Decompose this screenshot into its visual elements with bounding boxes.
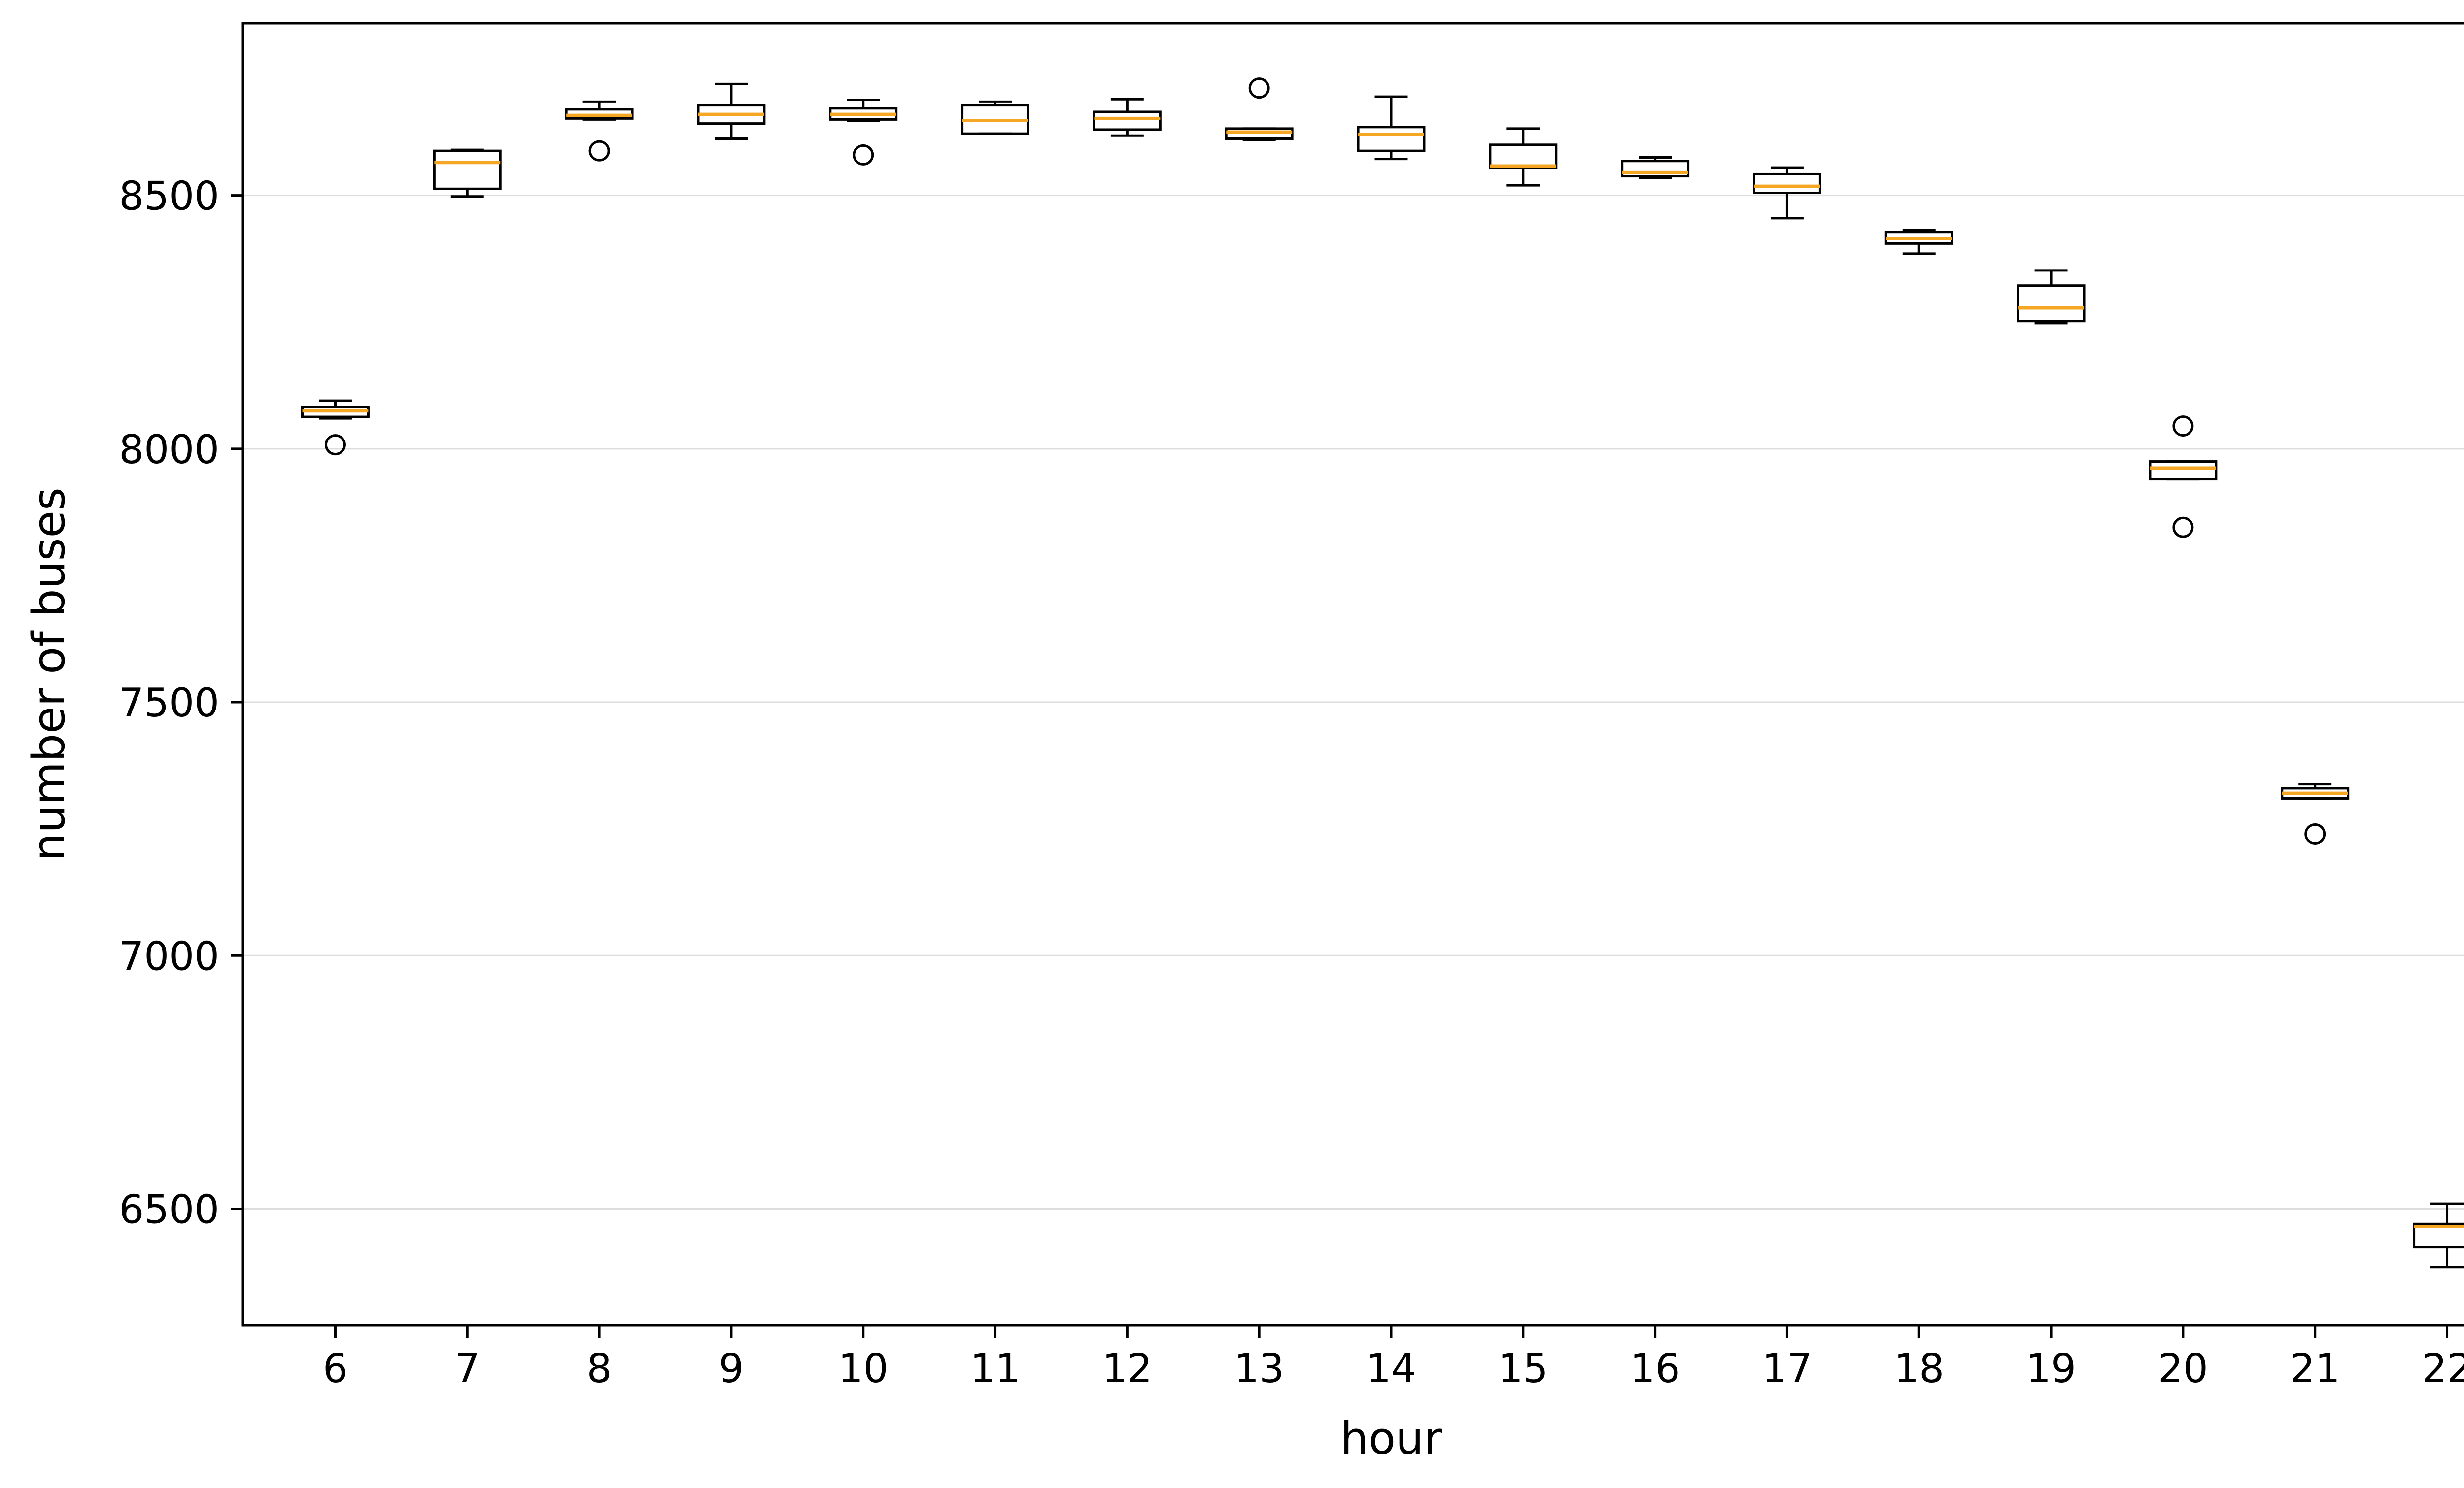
x-tick-label-15: 15 — [1498, 1346, 1548, 1391]
y-tick-label-8500: 8500 — [119, 173, 219, 219]
box-hour-17 — [1752, 166, 1821, 220]
y-tick-label-8000: 8000 — [119, 427, 219, 473]
outlier-point-0 — [2304, 823, 2326, 845]
iqr-box — [433, 149, 502, 190]
box-hour-14 — [1357, 95, 1426, 161]
outlier-point-0 — [2172, 415, 2194, 437]
x-tick-label-12: 12 — [1102, 1346, 1152, 1391]
iqr-box — [2413, 1222, 2464, 1249]
x-axis-ticks: 6 7 8 9 10 11 12 13 14 15 16 17 18 19 20 21 22 — [323, 1325, 2464, 1391]
box-hour-8 — [565, 100, 634, 162]
x-tick-label-10: 10 — [838, 1346, 889, 1391]
x-tick-label-11: 11 — [970, 1346, 1021, 1391]
outlier-point-1 — [2172, 516, 2194, 538]
x-tick-label-16: 16 — [1630, 1346, 1680, 1391]
box-hour-11 — [961, 100, 1030, 135]
box-hour-6 — [301, 399, 370, 456]
x-tick-label-18: 18 — [1894, 1346, 1944, 1391]
box-hour-15 — [1489, 127, 1558, 187]
iqr-box — [2017, 284, 2086, 323]
box-hour-16 — [1621, 156, 1690, 179]
y-axis-label: number of buses — [23, 487, 75, 861]
box-hour-18 — [1884, 229, 1953, 255]
box-hour-13 — [1225, 77, 1294, 141]
box-hour-12 — [1093, 98, 1162, 137]
box-hour-7 — [433, 148, 502, 198]
y-axis-ticks: 6500 7000 7500 8000 8500 — [119, 173, 243, 1232]
x-tick-label-17: 17 — [1762, 1346, 1813, 1391]
box-hour-19 — [2017, 269, 2086, 325]
box-hour-21 — [2281, 783, 2350, 845]
y-tick-label-7500: 7500 — [119, 680, 219, 726]
box-hour-9 — [697, 82, 766, 140]
outlier-point-0 — [588, 140, 610, 162]
iqr-box — [1357, 126, 1426, 152]
x-tick-label-13: 13 — [1234, 1346, 1284, 1391]
iqr-box — [1093, 110, 1162, 131]
outlier-point-0 — [324, 434, 346, 456]
y-tick-label-7000: 7000 — [119, 933, 219, 979]
box-hour-20 — [2149, 415, 2218, 538]
x-tick-label-21: 21 — [2290, 1346, 2340, 1391]
x-tick-label-8: 8 — [587, 1346, 612, 1391]
box-hour-22 — [2413, 1202, 2464, 1269]
iqr-box — [2149, 460, 2218, 481]
x-tick-label-14: 14 — [1366, 1346, 1416, 1391]
x-tick-label-22: 22 — [2422, 1346, 2464, 1391]
x-tick-label-6: 6 — [323, 1346, 348, 1391]
y-tick-label-6500: 6500 — [119, 1186, 219, 1232]
x-tick-label-7: 7 — [455, 1346, 480, 1391]
x-tick-label-19: 19 — [2026, 1346, 2076, 1391]
x-tick-label-9: 9 — [719, 1346, 744, 1391]
boxes — [301, 77, 2464, 1269]
outlier-point-0 — [853, 144, 874, 166]
iqr-box — [1752, 172, 1821, 195]
x-tick-label-20: 20 — [2158, 1346, 2208, 1391]
x-axis-label: hour — [1340, 1413, 1442, 1464]
box-hour-10 — [829, 99, 898, 166]
gridlines — [243, 195, 2464, 1210]
outlier-point-0 — [1248, 77, 1270, 99]
iqr-box — [1621, 160, 1690, 178]
